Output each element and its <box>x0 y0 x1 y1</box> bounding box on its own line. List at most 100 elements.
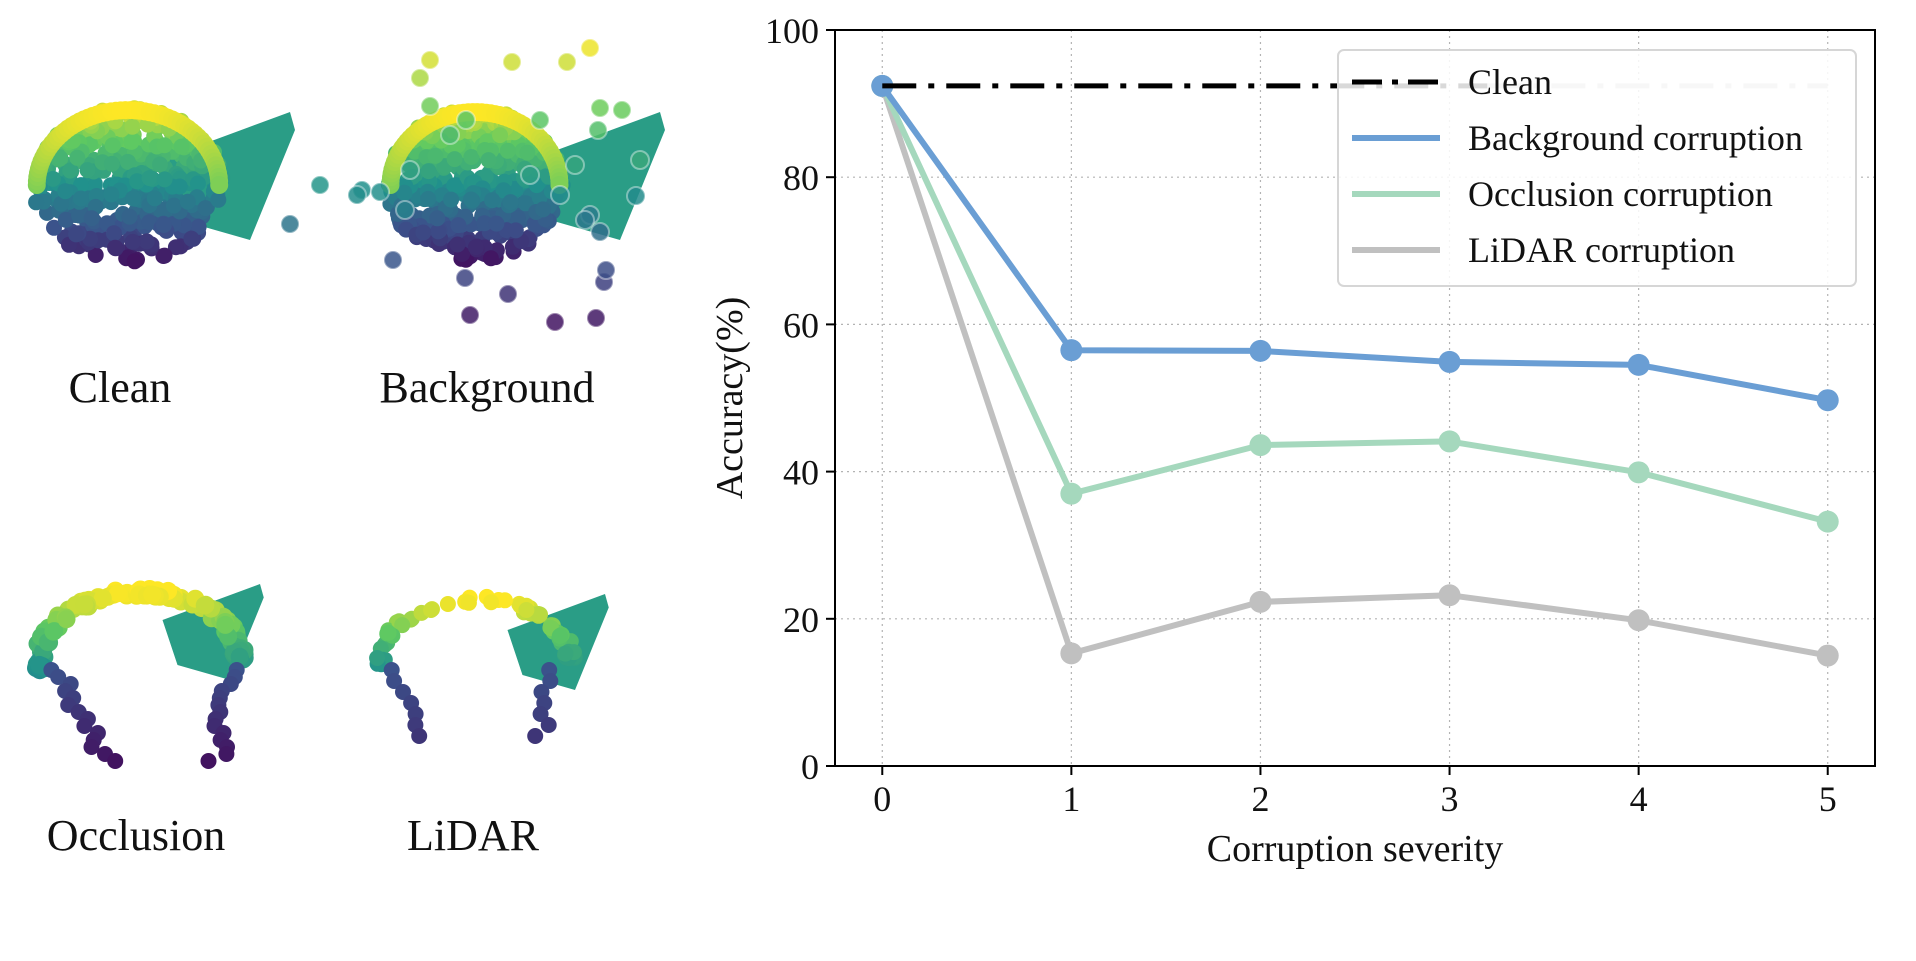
noise-point <box>596 260 616 280</box>
data-point-occlusion <box>1249 434 1272 457</box>
cloud-point <box>507 222 524 239</box>
cloud-point <box>53 195 70 212</box>
cloud-point <box>482 250 499 267</box>
noise-point <box>565 155 585 175</box>
cloud-point <box>396 184 413 201</box>
cloud-point <box>542 673 559 689</box>
cloud-point <box>196 596 215 615</box>
cloud-point <box>57 211 74 228</box>
cloud-point <box>138 233 155 250</box>
cloud-point <box>126 253 143 270</box>
data-point-lidar <box>1816 644 1839 667</box>
cloud-point <box>156 247 173 264</box>
cloud-point <box>480 152 497 169</box>
cloud-point <box>71 207 87 224</box>
cloud-point <box>495 182 512 199</box>
data-point-background <box>1249 339 1272 362</box>
legend-box <box>1337 49 1857 287</box>
cloud-point <box>484 192 501 209</box>
panel-label-lidar: LiDAR <box>407 811 540 860</box>
cloud-point <box>530 606 547 622</box>
x-tick-label: 3 <box>1441 779 1459 819</box>
data-point-background <box>1816 389 1839 412</box>
cloud-point <box>156 137 173 154</box>
cloud-point <box>125 190 142 207</box>
cloud-point <box>83 210 100 227</box>
cloud-point <box>443 191 460 208</box>
cloud-point <box>483 594 500 611</box>
data-point-lidar <box>1060 642 1083 665</box>
cloud-point <box>446 151 463 168</box>
noise-point <box>586 308 606 328</box>
cloud-point <box>518 602 535 618</box>
cloud-point <box>155 217 172 233</box>
cloud-point <box>183 230 200 247</box>
cloud-point <box>68 226 85 243</box>
cloud-point <box>386 673 403 689</box>
point-cloud-occlusion <box>27 580 264 769</box>
data-point-background <box>1627 353 1650 376</box>
noise-point <box>460 305 480 325</box>
legend: Clean Background corruption Occlusion corr… <box>1337 49 1857 287</box>
cloud-point <box>57 610 76 629</box>
cloud-point <box>167 239 184 256</box>
noise-point <box>456 110 476 130</box>
cloud-point <box>200 753 217 769</box>
cloud-point <box>429 210 446 227</box>
noise-point <box>588 120 608 140</box>
noise-point <box>383 250 403 270</box>
cloud-point <box>463 191 480 208</box>
cloud-point <box>103 186 120 203</box>
cloud-point <box>450 217 467 234</box>
cloud-point <box>173 138 190 155</box>
cloud-point <box>540 717 557 733</box>
cloud-point <box>124 233 141 250</box>
cloud-point <box>104 137 121 154</box>
y-tick-label: 80 <box>783 158 819 198</box>
cloud-point <box>527 728 544 744</box>
cloud-point <box>499 142 516 159</box>
y-tick-label: 100 <box>765 11 819 51</box>
cloud-point <box>230 647 249 666</box>
y-tick-label: 40 <box>783 453 819 493</box>
noise-point <box>530 110 550 130</box>
cloud-point <box>394 617 411 634</box>
point-cloud-clean <box>27 100 295 270</box>
noise-point <box>370 182 390 202</box>
cloud-point <box>103 155 120 172</box>
plot-frame <box>834 29 1876 767</box>
panel-label-clean: Clean <box>69 363 172 412</box>
cloud-point <box>197 200 214 217</box>
cloud-point <box>119 153 136 170</box>
data-point-background <box>1438 350 1461 373</box>
cloud-point <box>124 118 141 135</box>
x-tick-label: 0 <box>873 779 891 819</box>
cloud-point <box>156 171 173 188</box>
cloud-point <box>50 669 67 685</box>
data-point-occlusion <box>1438 430 1461 453</box>
cloud-point <box>531 189 548 206</box>
point-cloud-background <box>280 38 665 332</box>
noise-point <box>420 96 440 116</box>
cloud-point <box>369 650 386 666</box>
y-tick-label: 0 <box>801 747 819 787</box>
axis-ticks: 0 1 2 3 4 5 0 20 40 60 80 100 <box>765 11 1837 819</box>
cone-tip <box>530 112 665 240</box>
cloud-point <box>109 584 127 603</box>
cloud-point <box>460 594 477 611</box>
noise-point <box>626 186 646 206</box>
y-tick-label: 20 <box>783 600 819 640</box>
cloud-point <box>502 194 519 211</box>
cloud-point <box>75 595 94 614</box>
legend-label-lidar: LiDAR corruption <box>1468 230 1735 270</box>
cloud-point <box>46 219 62 236</box>
point-cloud-lidar <box>369 588 609 744</box>
cloud-point <box>190 218 207 235</box>
cloud-point <box>216 615 235 634</box>
noise-point <box>590 222 610 242</box>
cloud-point <box>141 214 158 231</box>
cloud-point <box>517 195 534 212</box>
series-line-background <box>879 84 1829 404</box>
